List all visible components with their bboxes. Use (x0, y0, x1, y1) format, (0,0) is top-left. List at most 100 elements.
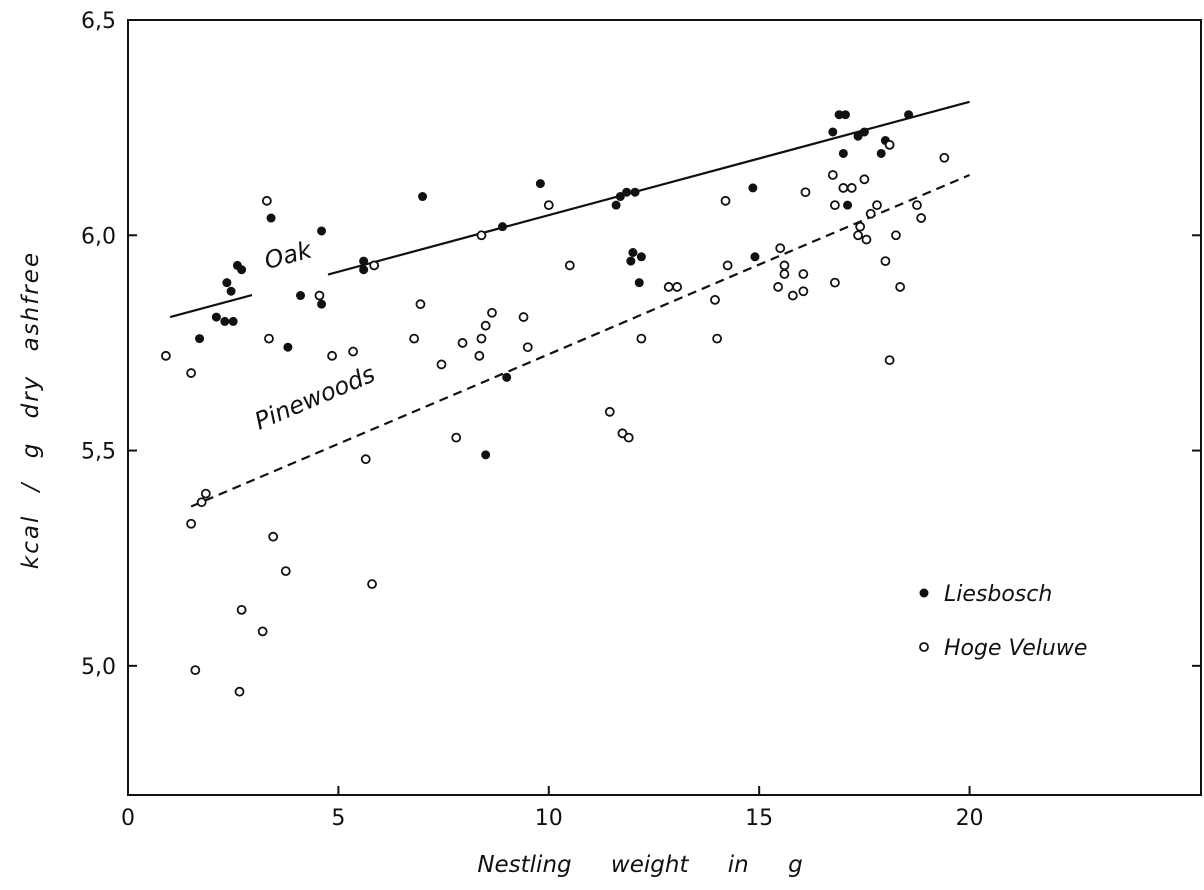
legend-label: Liesbosch (944, 582, 1052, 607)
point-hoge-veluwe (280, 566, 291, 577)
point-liesbosch (317, 226, 327, 236)
x-tick-label: 5 (331, 806, 345, 831)
point-liesbosch (904, 110, 914, 120)
point-hoge-veluwe (264, 333, 274, 344)
point-liesbosch (220, 316, 230, 326)
point-liesbosch (317, 299, 327, 309)
point-liesbosch (748, 183, 758, 193)
point-hoge-veluwe (895, 282, 906, 292)
point-hoge-veluwe (476, 333, 487, 344)
point-hoge-veluwe (880, 256, 891, 267)
point-hoge-veluwe (846, 183, 857, 193)
point-hoge-veluwe (830, 277, 840, 288)
point-hoge-veluwe (775, 243, 786, 254)
point-hoge-veluwe (487, 307, 497, 318)
point-liesbosch (636, 252, 646, 262)
point-hoge-veluwe (261, 195, 272, 206)
point-liesbosch (634, 278, 644, 288)
point-hoge-veluwe (314, 290, 325, 301)
legend-marker (919, 642, 929, 652)
line-label-oak: Oak (261, 235, 315, 275)
point-hoge-veluwe (200, 488, 211, 499)
point-hoge-veluwe (712, 333, 722, 344)
point-liesbosch (838, 148, 848, 158)
point-hoge-veluwe (672, 282, 683, 292)
point-hoge-veluwe (861, 234, 872, 245)
point-hoge-veluwe (636, 333, 647, 344)
point-hoge-veluwe (327, 350, 337, 361)
point-liesbosch (222, 278, 232, 288)
point-liesbosch (266, 213, 276, 223)
point-hoge-veluwe (663, 282, 674, 292)
point-hoge-veluwe (872, 200, 882, 211)
point-hoge-veluwe (865, 208, 876, 219)
point-liesbosch (359, 256, 369, 266)
point-hoge-veluwe (348, 346, 359, 357)
fit-lines (169, 100, 970, 508)
point-hoge-veluwe (415, 299, 426, 310)
point-hoge-veluwe (853, 230, 863, 241)
point-hoge-veluwe (859, 174, 870, 185)
point-hoge-veluwe (939, 152, 950, 163)
point-hoge-veluwe (236, 604, 247, 615)
x-tick-label: 15 (745, 806, 773, 831)
point-hoge-veluwe (474, 350, 485, 361)
y-tick-label: 6,5 (81, 9, 116, 34)
point-hoge-veluwe (830, 200, 840, 211)
point-hoge-veluwe (779, 260, 790, 271)
point-hoge-veluwe (367, 579, 377, 589)
y-tick-label: 6,0 (81, 224, 116, 249)
point-hoge-veluwe (234, 686, 245, 697)
point-hoge-veluwe (779, 269, 790, 279)
axis-ticks: 0 5 10 15 20 5,0 5,5 6,0 6,5 (81, 9, 1201, 831)
point-hoge-veluwe (800, 187, 811, 198)
point-liesbosch (481, 450, 491, 460)
point-hoge-veluwe (884, 355, 895, 366)
point-liesbosch (840, 110, 850, 120)
point-hoge-veluwe (798, 286, 809, 297)
point-hoge-veluwe (543, 200, 554, 211)
point-hoge-veluwe (604, 406, 615, 417)
point-hoge-veluwe (720, 195, 731, 206)
data-points (160, 110, 950, 697)
point-hoge-veluwe (855, 221, 866, 232)
point-liesbosch (359, 265, 369, 275)
point-liesbosch (843, 200, 853, 210)
point-hoge-veluwe (360, 454, 371, 465)
point-hoge-veluwe (623, 432, 634, 443)
point-liesbosch (611, 200, 621, 210)
point-liesbosch (626, 256, 636, 266)
point-hoge-veluwe (268, 531, 279, 542)
point-hoge-veluwe (476, 230, 487, 241)
point-hoge-veluwe (257, 626, 268, 637)
point-hoge-veluwe (451, 432, 462, 443)
x-axis-title: Nestling weight in g (477, 852, 802, 878)
point-hoge-veluwe (436, 359, 447, 370)
point-hoge-veluwe (186, 368, 197, 378)
point-liesbosch (750, 252, 760, 262)
point-liesbosch (828, 127, 838, 137)
point-liesbosch (502, 372, 512, 382)
point-hoge-veluwe (912, 200, 922, 211)
line-gap (251, 271, 329, 298)
y-tick-label: 5,0 (81, 655, 116, 680)
point-liesbosch (630, 187, 640, 197)
point-liesbosch (622, 187, 632, 197)
y-axis-title: kcal / g dry ashfree (18, 251, 44, 569)
point-liesbosch (535, 179, 545, 189)
legend: Liesbosch Hoge Veluwe (919, 582, 1087, 661)
point-liesbosch (228, 316, 238, 326)
point-hoge-veluwe (518, 312, 529, 322)
point-hoge-veluwe (480, 320, 491, 331)
point-liesbosch (615, 192, 625, 202)
point-hoge-veluwe (722, 260, 733, 271)
point-hoge-veluwe (522, 342, 533, 353)
x-tick-label: 0 (121, 806, 135, 831)
fit-line-pinewoods (190, 173, 970, 508)
point-hoge-veluwe (457, 338, 468, 348)
point-liesbosch (226, 286, 236, 296)
point-liesbosch (859, 127, 869, 137)
point-liesbosch (296, 291, 306, 301)
point-hoge-veluwe (196, 497, 207, 508)
